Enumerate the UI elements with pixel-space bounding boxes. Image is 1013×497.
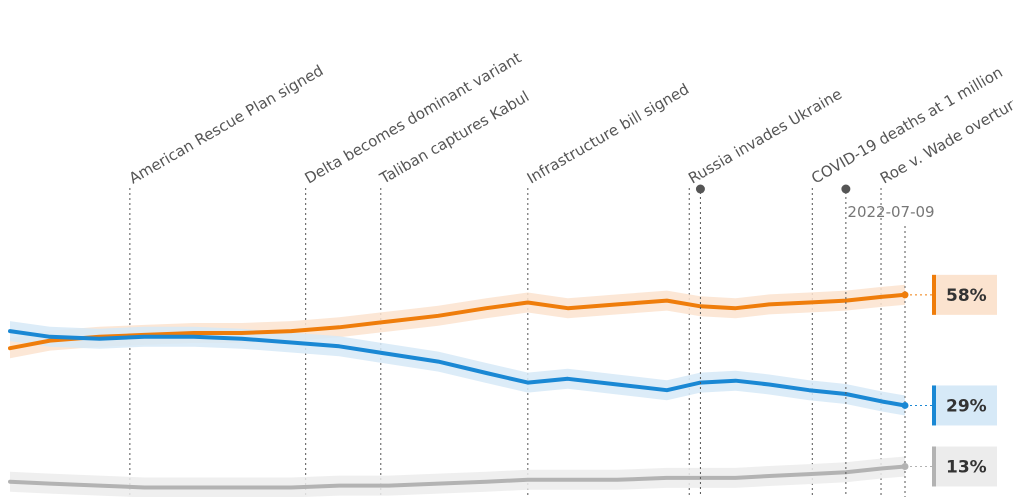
end-label-box bbox=[932, 385, 997, 426]
end-label-accent bbox=[932, 385, 936, 426]
end-label-accent bbox=[932, 274, 936, 315]
end-label-box bbox=[932, 274, 997, 315]
event-markers bbox=[695, 184, 851, 497]
event-label: Infrastructure bill signed bbox=[524, 80, 692, 188]
event-marker-dot bbox=[841, 184, 851, 194]
series-lines bbox=[8, 292, 907, 490]
series-line bbox=[8, 292, 907, 351]
confidence-band bbox=[10, 321, 905, 416]
end-labels: 58% 29% 13% bbox=[901, 274, 997, 487]
current-date-label: 2022-07-09 bbox=[847, 203, 934, 221]
series-end-value: 29% bbox=[946, 396, 987, 416]
current-date-indicator: 2022-07-09 bbox=[847, 203, 935, 497]
series-line bbox=[8, 329, 907, 408]
event-label: American Rescue Plan signed bbox=[126, 61, 327, 187]
event-marker-dot bbox=[695, 184, 705, 194]
end-label-box bbox=[932, 446, 997, 487]
end-label-accent bbox=[932, 446, 936, 487]
series-line bbox=[8, 464, 907, 490]
series-end-value: 58% bbox=[946, 286, 987, 306]
series-end-value: 13% bbox=[946, 457, 987, 477]
uncertainty-bands bbox=[10, 284, 905, 497]
confidence-band bbox=[10, 284, 905, 359]
